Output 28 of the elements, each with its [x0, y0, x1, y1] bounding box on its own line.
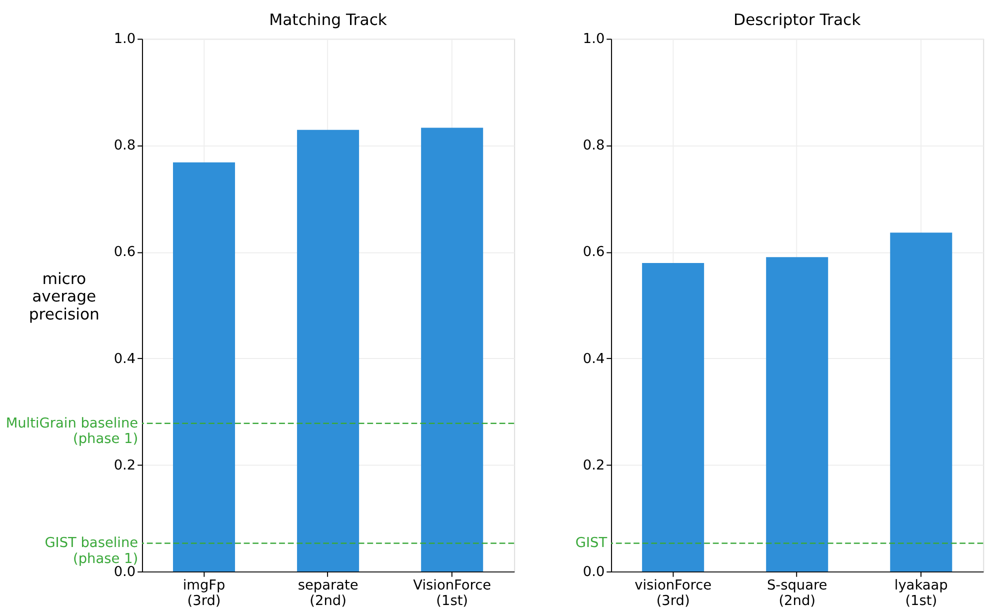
- y-tick-label: 0.4: [582, 350, 605, 367]
- x-tick-label: visionForce (3rd): [634, 578, 712, 610]
- y-tick-label: 0.8: [582, 138, 605, 154]
- x-tick-label: S-square (2nd): [766, 578, 828, 610]
- y-tick-label: 0.8: [114, 138, 136, 154]
- chart-title: Matching Track: [269, 10, 388, 30]
- x-tick-label: lyakaap (1st): [894, 578, 948, 610]
- ref-line-label: GIST: [575, 535, 608, 552]
- y-tick-label: 1.0: [582, 31, 605, 48]
- y-tick-label: 0.2: [114, 457, 136, 474]
- ref-line-label: MultiGrain baseline (phase 1): [6, 415, 138, 447]
- x-tick-label: VisionForce (1st): [413, 578, 492, 610]
- y-tick-label: 0.6: [582, 244, 605, 260]
- y-tick-label: 1.0: [114, 31, 136, 48]
- y-tick-label: 0.6: [114, 244, 136, 260]
- bar: [172, 162, 236, 572]
- x-tick-label: imgFp (3rd): [182, 578, 226, 610]
- y-axis-title: micro average precision: [28, 269, 100, 324]
- bar: [642, 263, 704, 572]
- chart-title: Descriptor Track: [733, 10, 862, 30]
- bar: [297, 130, 360, 572]
- y-tick-label: 0.4: [114, 350, 136, 367]
- bar: [890, 232, 952, 572]
- x-tick-label: separate (2nd): [298, 578, 358, 610]
- bar: [421, 128, 484, 572]
- bar: [766, 257, 828, 572]
- y-tick-label: 0.2: [582, 457, 605, 474]
- y-tick-label: 0.0: [582, 564, 605, 580]
